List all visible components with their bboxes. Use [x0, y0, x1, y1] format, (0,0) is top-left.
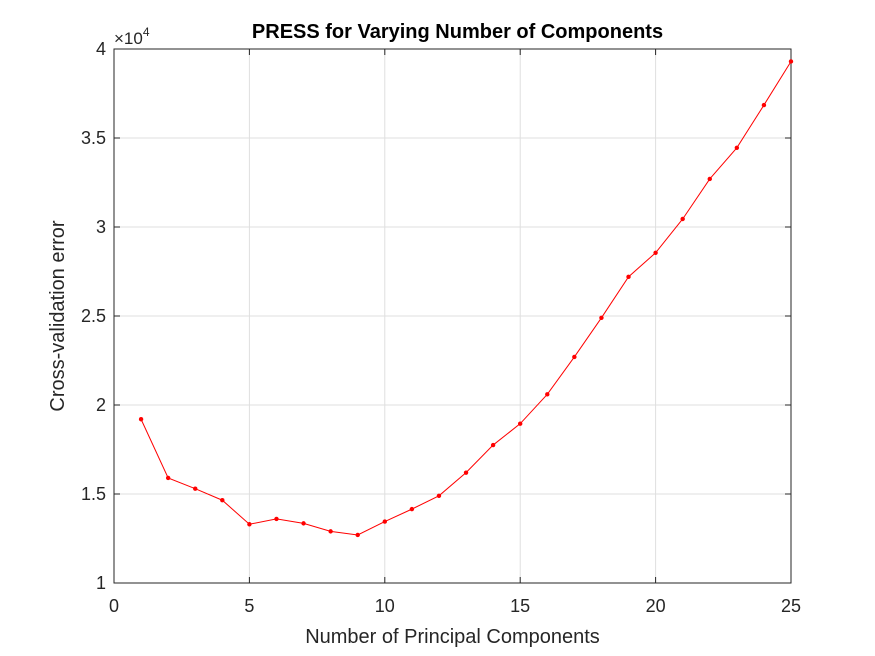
data-point — [490, 442, 496, 448]
y-tick-label: 1.5 — [81, 484, 106, 504]
data-point — [653, 250, 658, 256]
data-point — [626, 274, 631, 280]
data-point — [572, 354, 577, 360]
y-tick-label: 1 — [96, 573, 106, 593]
data-point — [382, 519, 387, 524]
data-point — [761, 102, 767, 108]
data-point — [680, 216, 685, 222]
data-point — [193, 486, 198, 491]
y-axis-label: Cross-validation error — [47, 220, 69, 412]
x-tick-label: 20 — [646, 596, 666, 616]
grid — [114, 49, 791, 583]
series-line — [140, 61, 792, 536]
data-point — [274, 516, 279, 522]
y-tick-label: 3 — [96, 217, 106, 237]
data-point — [545, 392, 550, 397]
y-tick-label: 2 — [96, 395, 106, 415]
data-point — [788, 59, 794, 64]
ticks: 0 5 10 15 20 25 1 1.5 2 2.5 3 3.5 4 — [81, 39, 801, 616]
data-point — [599, 315, 604, 320]
x-tick-label: 15 — [510, 596, 530, 616]
data-point — [247, 522, 252, 527]
y-exponent-base: ×10 — [114, 29, 143, 48]
data-point — [463, 470, 469, 475]
data-point — [138, 417, 144, 422]
data-point — [220, 498, 225, 503]
y-tick-label: 4 — [96, 39, 106, 59]
x-tick-label: 0 — [109, 596, 119, 616]
data-point — [165, 475, 171, 481]
data-point — [355, 532, 360, 538]
data-point — [328, 529, 333, 534]
x-tick-label: 25 — [781, 596, 801, 616]
x-tick-label: 10 — [375, 596, 395, 616]
series-layer — [138, 59, 794, 538]
data-point — [518, 421, 523, 426]
data-point — [409, 506, 415, 512]
x-tick-label: 5 — [244, 596, 254, 616]
data-point — [707, 176, 712, 182]
data-point — [301, 521, 306, 526]
data-point — [734, 145, 740, 150]
y-tick-label: 2.5 — [81, 306, 106, 326]
x-axis-label: Number of Principal Components — [305, 626, 600, 648]
y-axis-exponent-label: ×104 — [114, 25, 150, 48]
y-tick-label: 3.5 — [81, 128, 106, 148]
chart-title: PRESS for Varying Number of Components — [252, 21, 663, 43]
data-point — [436, 493, 442, 498]
y-exponent-power: 4 — [143, 25, 150, 39]
